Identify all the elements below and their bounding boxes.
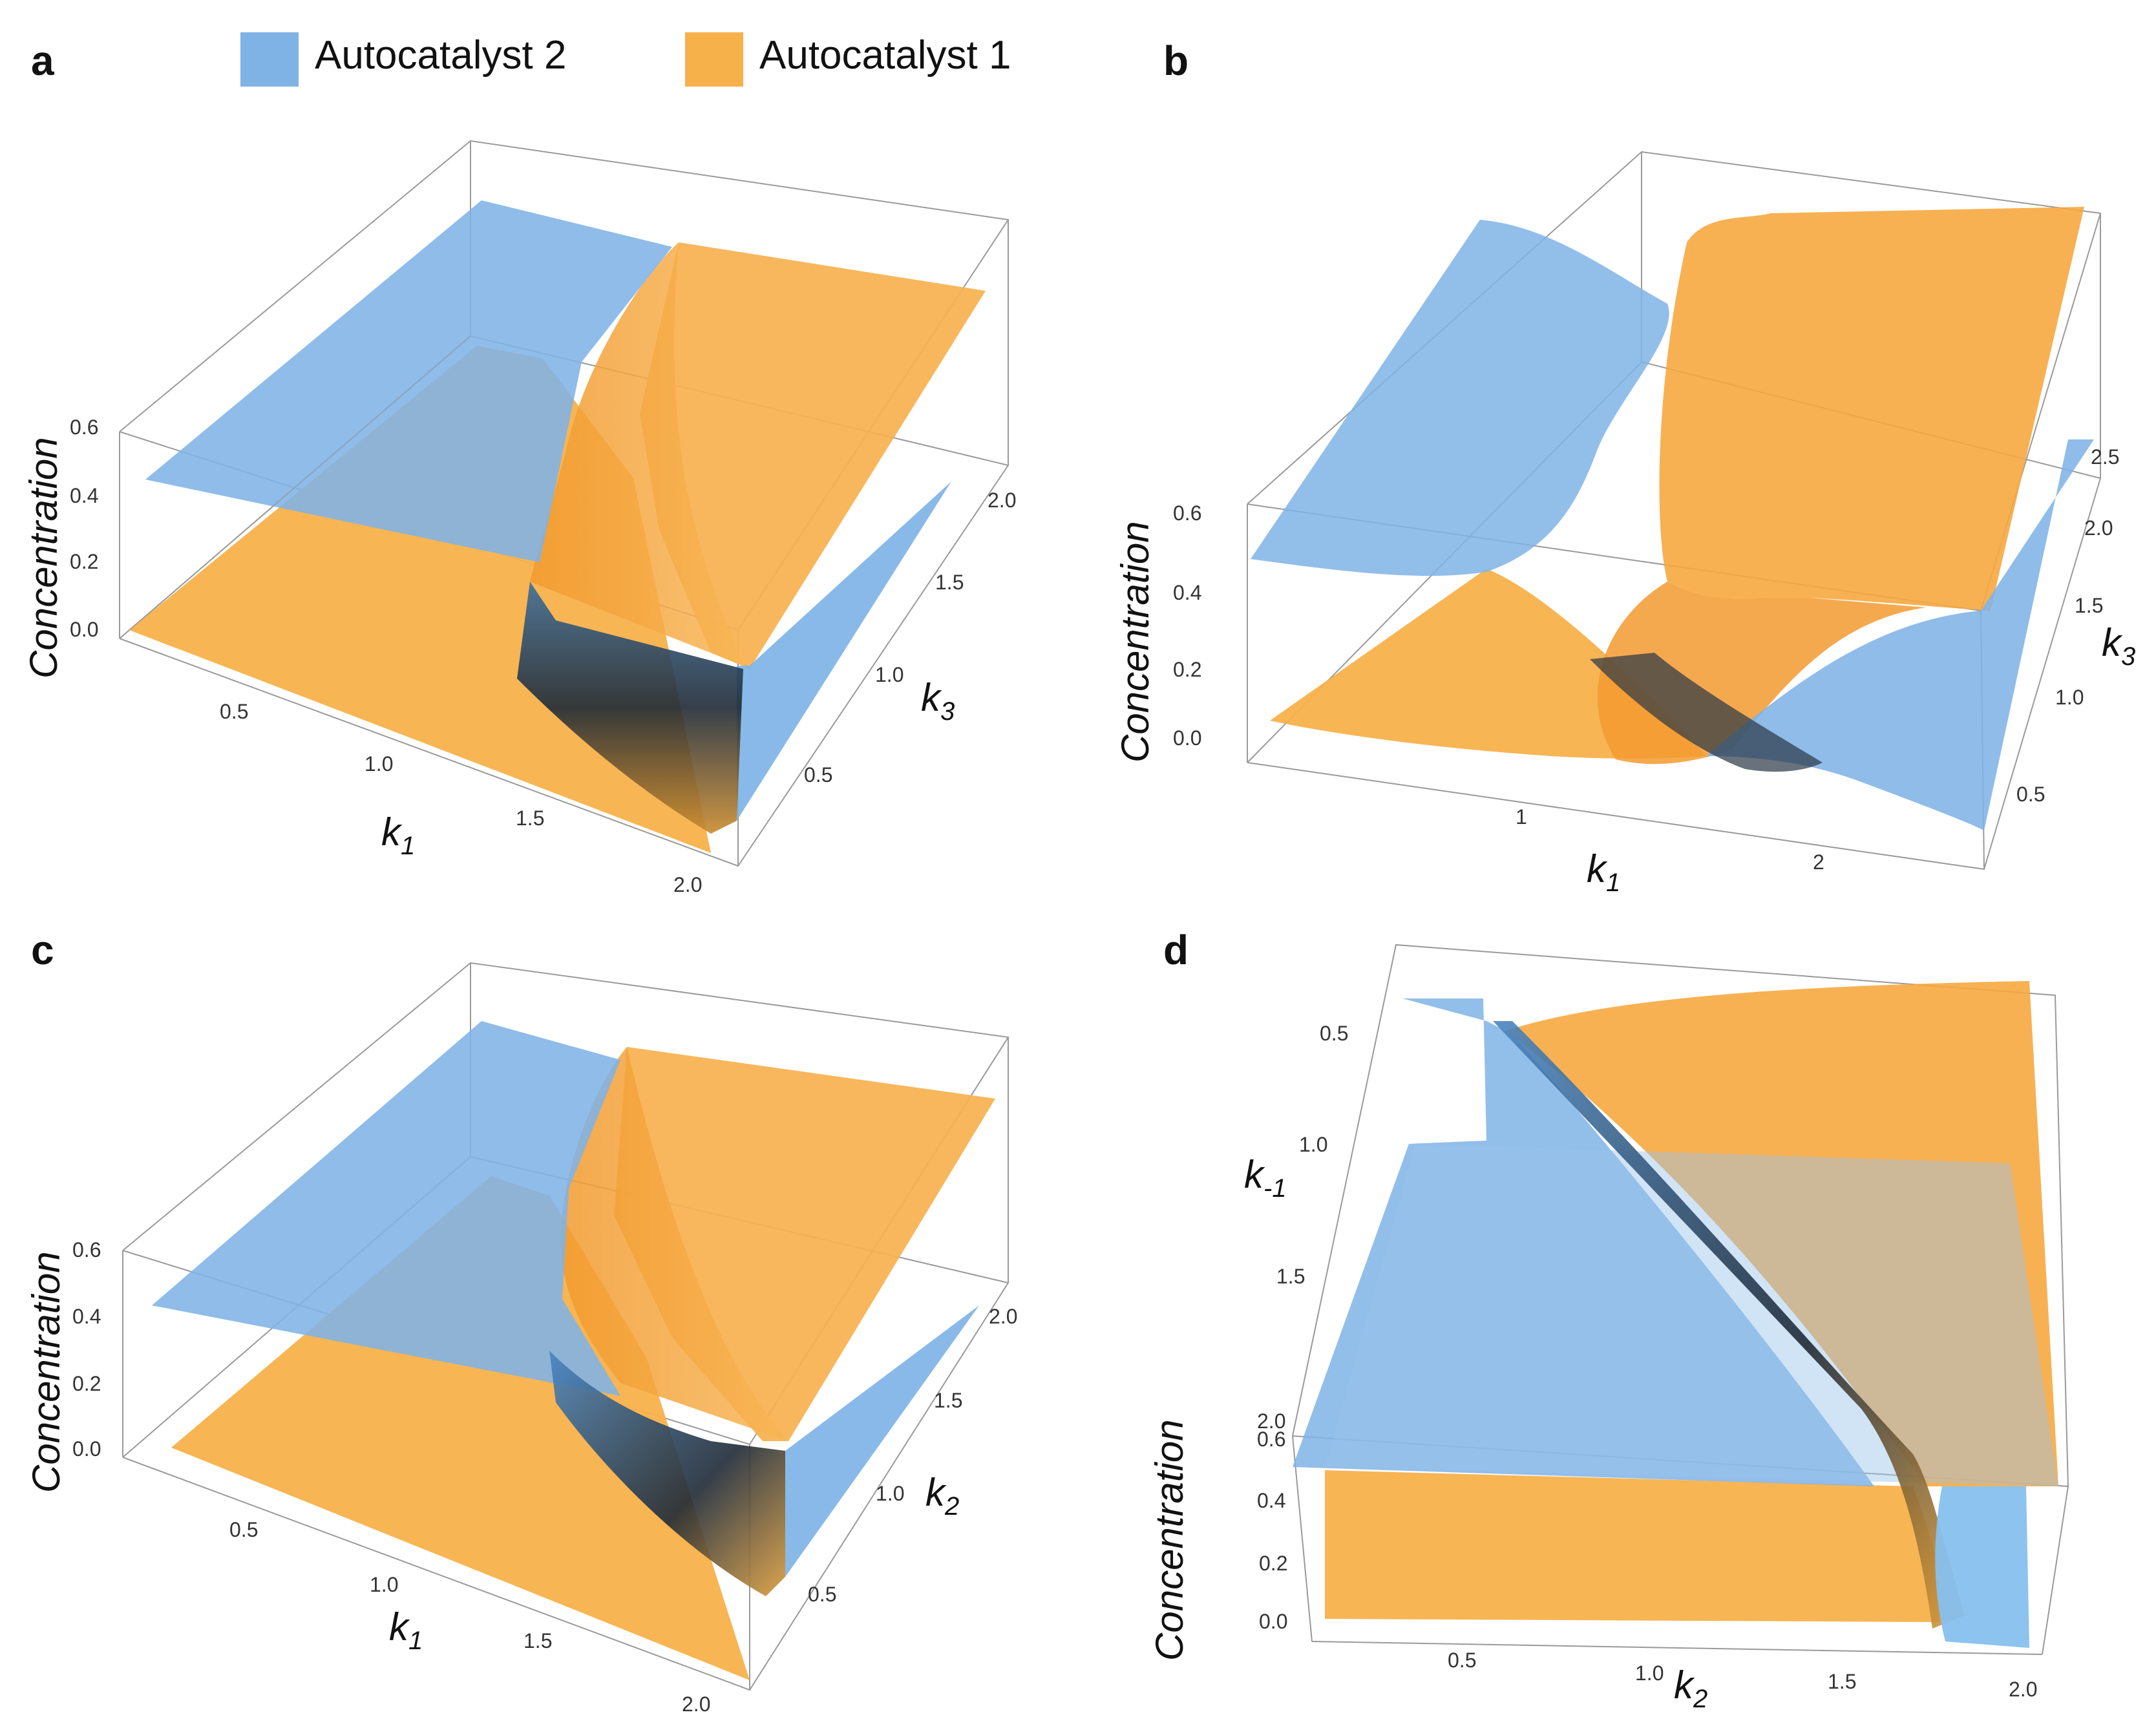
panel-b-orange-low-surface	[1270, 569, 1706, 759]
panel-c-transition-wall	[549, 1351, 785, 1596]
panel-b-blue-low-surface	[1706, 439, 2094, 830]
panel-a-y-tick: 1.5	[935, 571, 964, 594]
panel-c-x-tick: 1.5	[523, 1629, 552, 1652]
panel-b-x-tick: 2	[1813, 850, 1824, 874]
panel-a-x-tick: 0.5	[220, 700, 248, 723]
panel-letter-a: a	[31, 37, 54, 84]
panel-d-blue-low-surface	[1935, 1486, 2029, 1648]
panel-d-x-axis-label: k2	[1674, 1663, 1707, 1713]
panel-d-blue-high-surface	[1293, 998, 1874, 1486]
panel-b-transition-shadow	[1590, 653, 1823, 772]
panel-letter-d: d	[1163, 927, 1189, 973]
panel-a-z-tick: 0.0	[70, 618, 98, 641]
panel-c-y-axis-label: k2	[925, 1471, 959, 1521]
panel-d-inner-plane	[1325, 1144, 2058, 1486]
panel-b-orange-high-surface	[1659, 207, 2084, 611]
panel-a-z-axis-label: Concentration	[22, 437, 65, 679]
panel-c-y-tick: 0.5	[808, 1583, 836, 1606]
panel-c-y-tick: 1.0	[876, 1482, 904, 1505]
panel-c-z-tick: 0.2	[72, 1372, 101, 1395]
panel-c-z-tick: 0.0	[72, 1437, 101, 1461]
panel-c-x-tick: 2.0	[682, 1693, 710, 1716]
panel-c-z-axis-label: Concentration	[25, 1251, 68, 1493]
panel-d-orange-low-surface	[1325, 1470, 1941, 1622]
panel-c-blue-high-surface	[152, 1021, 620, 1396]
panel-c-x-tick: 1.0	[370, 1573, 398, 1596]
panel-d-x-tick: 1.0	[1635, 1661, 1664, 1685]
panel-a-z-tick: 0.2	[70, 550, 98, 573]
panel-c-y-tick: 1.5	[934, 1389, 962, 1412]
panel-letter-b: b	[1163, 37, 1189, 84]
panel-d-z-axis-label: Concentration	[1148, 1419, 1191, 1661]
panel-c-y-tick: 2.0	[989, 1305, 1017, 1328]
panel-a-blue-low-surface	[737, 481, 951, 821]
panel-d-y-tick: 1.5	[1276, 1265, 1305, 1288]
panel-b-blue-high-surface	[1251, 220, 1669, 576]
panel-d: d 0.5 1.0 1.5 2.0 0.6 0.4 0.2 0.0 0.5 1.…	[1148, 927, 2069, 1713]
panel-a-x-axis-label: k1	[381, 810, 415, 860]
panel-b-x-axis-label: k1	[1587, 847, 1620, 897]
panel-a-z-tick: 0.4	[70, 484, 98, 507]
panel-d-z-tick: 0.2	[1259, 1552, 1287, 1575]
panel-a-y-tick: 1.0	[875, 663, 904, 686]
panel-c-z-tick: 0.6	[72, 1238, 101, 1261]
panel-b-y-tick: 2.0	[2084, 516, 2113, 540]
panel-b: b 0.6 0.4 0.2 0.0 1 2 0.5 1.0 1.5 2.0 2.…	[1114, 37, 2135, 897]
panel-b-y-tick: 0.5	[2016, 783, 2045, 806]
panel-d-z-tick: 0.6	[1257, 1428, 1285, 1451]
panel-a-orange-high-surface	[640, 242, 986, 669]
panel-d-x-tick: 2.0	[2009, 1678, 2037, 1701]
panel-a-x-tick: 1.5	[516, 807, 544, 830]
panel-b-z-tick: 0.4	[1173, 581, 1201, 604]
legend-label-autocatalyst-1: Autocatalyst 1	[759, 33, 1011, 78]
panel-b-y-axis-label: k3	[2102, 621, 2135, 671]
panel-c: c 0.6 0.4 0.2 0.0 0.5 1.0 1.5 2.0 0.5 1.…	[25, 927, 1017, 1716]
panel-a-transition-wall	[517, 582, 743, 834]
panel-b-y-tick: 1.0	[2055, 686, 2084, 709]
panel-d-x-tick: 1.5	[1828, 1670, 1856, 1693]
panel-d-orange-high-surface	[1506, 981, 2058, 1486]
panel-letter-c: c	[31, 927, 54, 973]
panel-a-y-tick: 0.5	[804, 763, 832, 786]
legend-swatch-autocatalyst-2	[240, 32, 299, 87]
legend-swatch-autocatalyst-1	[685, 32, 743, 87]
panel-d-y-tick: 0.5	[1320, 1022, 1348, 1045]
legend: Autocatalyst 2 Autocatalyst 1	[240, 32, 1011, 87]
panel-b-z-tick: 0.2	[1173, 658, 1201, 681]
panel-a-blue-high-surface	[145, 200, 672, 562]
panel-b-z-tick: 0.6	[1173, 501, 1201, 525]
panel-c-orange-wall	[560, 1047, 788, 1441]
panel-a: a 0.6 0.4 0.2 0.0 0.5 1.0 1.5 2.0 0.5 1.	[22, 37, 1016, 896]
panel-c-z-tick: 0.4	[72, 1305, 101, 1328]
panel-b-y-tick: 2.5	[2091, 445, 2119, 469]
panel-b-z-tick: 0.0	[1173, 726, 1201, 750]
panel-d-y-tick: 2.0	[1257, 1409, 1285, 1433]
panel-c-x-axis-label: k1	[389, 1605, 423, 1655]
panel-a-z-tick: 0.6	[70, 416, 98, 439]
panel-d-y-axis-label: k-1	[1244, 1153, 1287, 1203]
panel-b-z-axis-label: Concentration	[1114, 521, 1157, 763]
panel-a-x-tick: 1.0	[365, 752, 393, 775]
panel-c-x-tick: 0.5	[229, 1518, 258, 1541]
panel-d-x-tick: 0.5	[1448, 1649, 1476, 1672]
panel-d-z-tick: 0.0	[1259, 1610, 1287, 1633]
legend-label-autocatalyst-2: Autocatalyst 2	[315, 33, 566, 78]
panel-a-y-tick: 2.0	[988, 489, 1016, 512]
panel-a-orange-wall	[530, 242, 743, 666]
panel-a-y-axis-label: k3	[921, 676, 955, 726]
panel-d-y-tick: 1.0	[1299, 1133, 1327, 1156]
panel-b-y-tick: 1.5	[2075, 594, 2103, 617]
panel-c-blue-low-surface	[785, 1305, 979, 1577]
panel-a-x-tick: 2.0	[673, 873, 702, 896]
panel-d-z-tick: 0.4	[1257, 1489, 1285, 1512]
panel-b-x-tick: 1	[1516, 805, 1527, 828]
